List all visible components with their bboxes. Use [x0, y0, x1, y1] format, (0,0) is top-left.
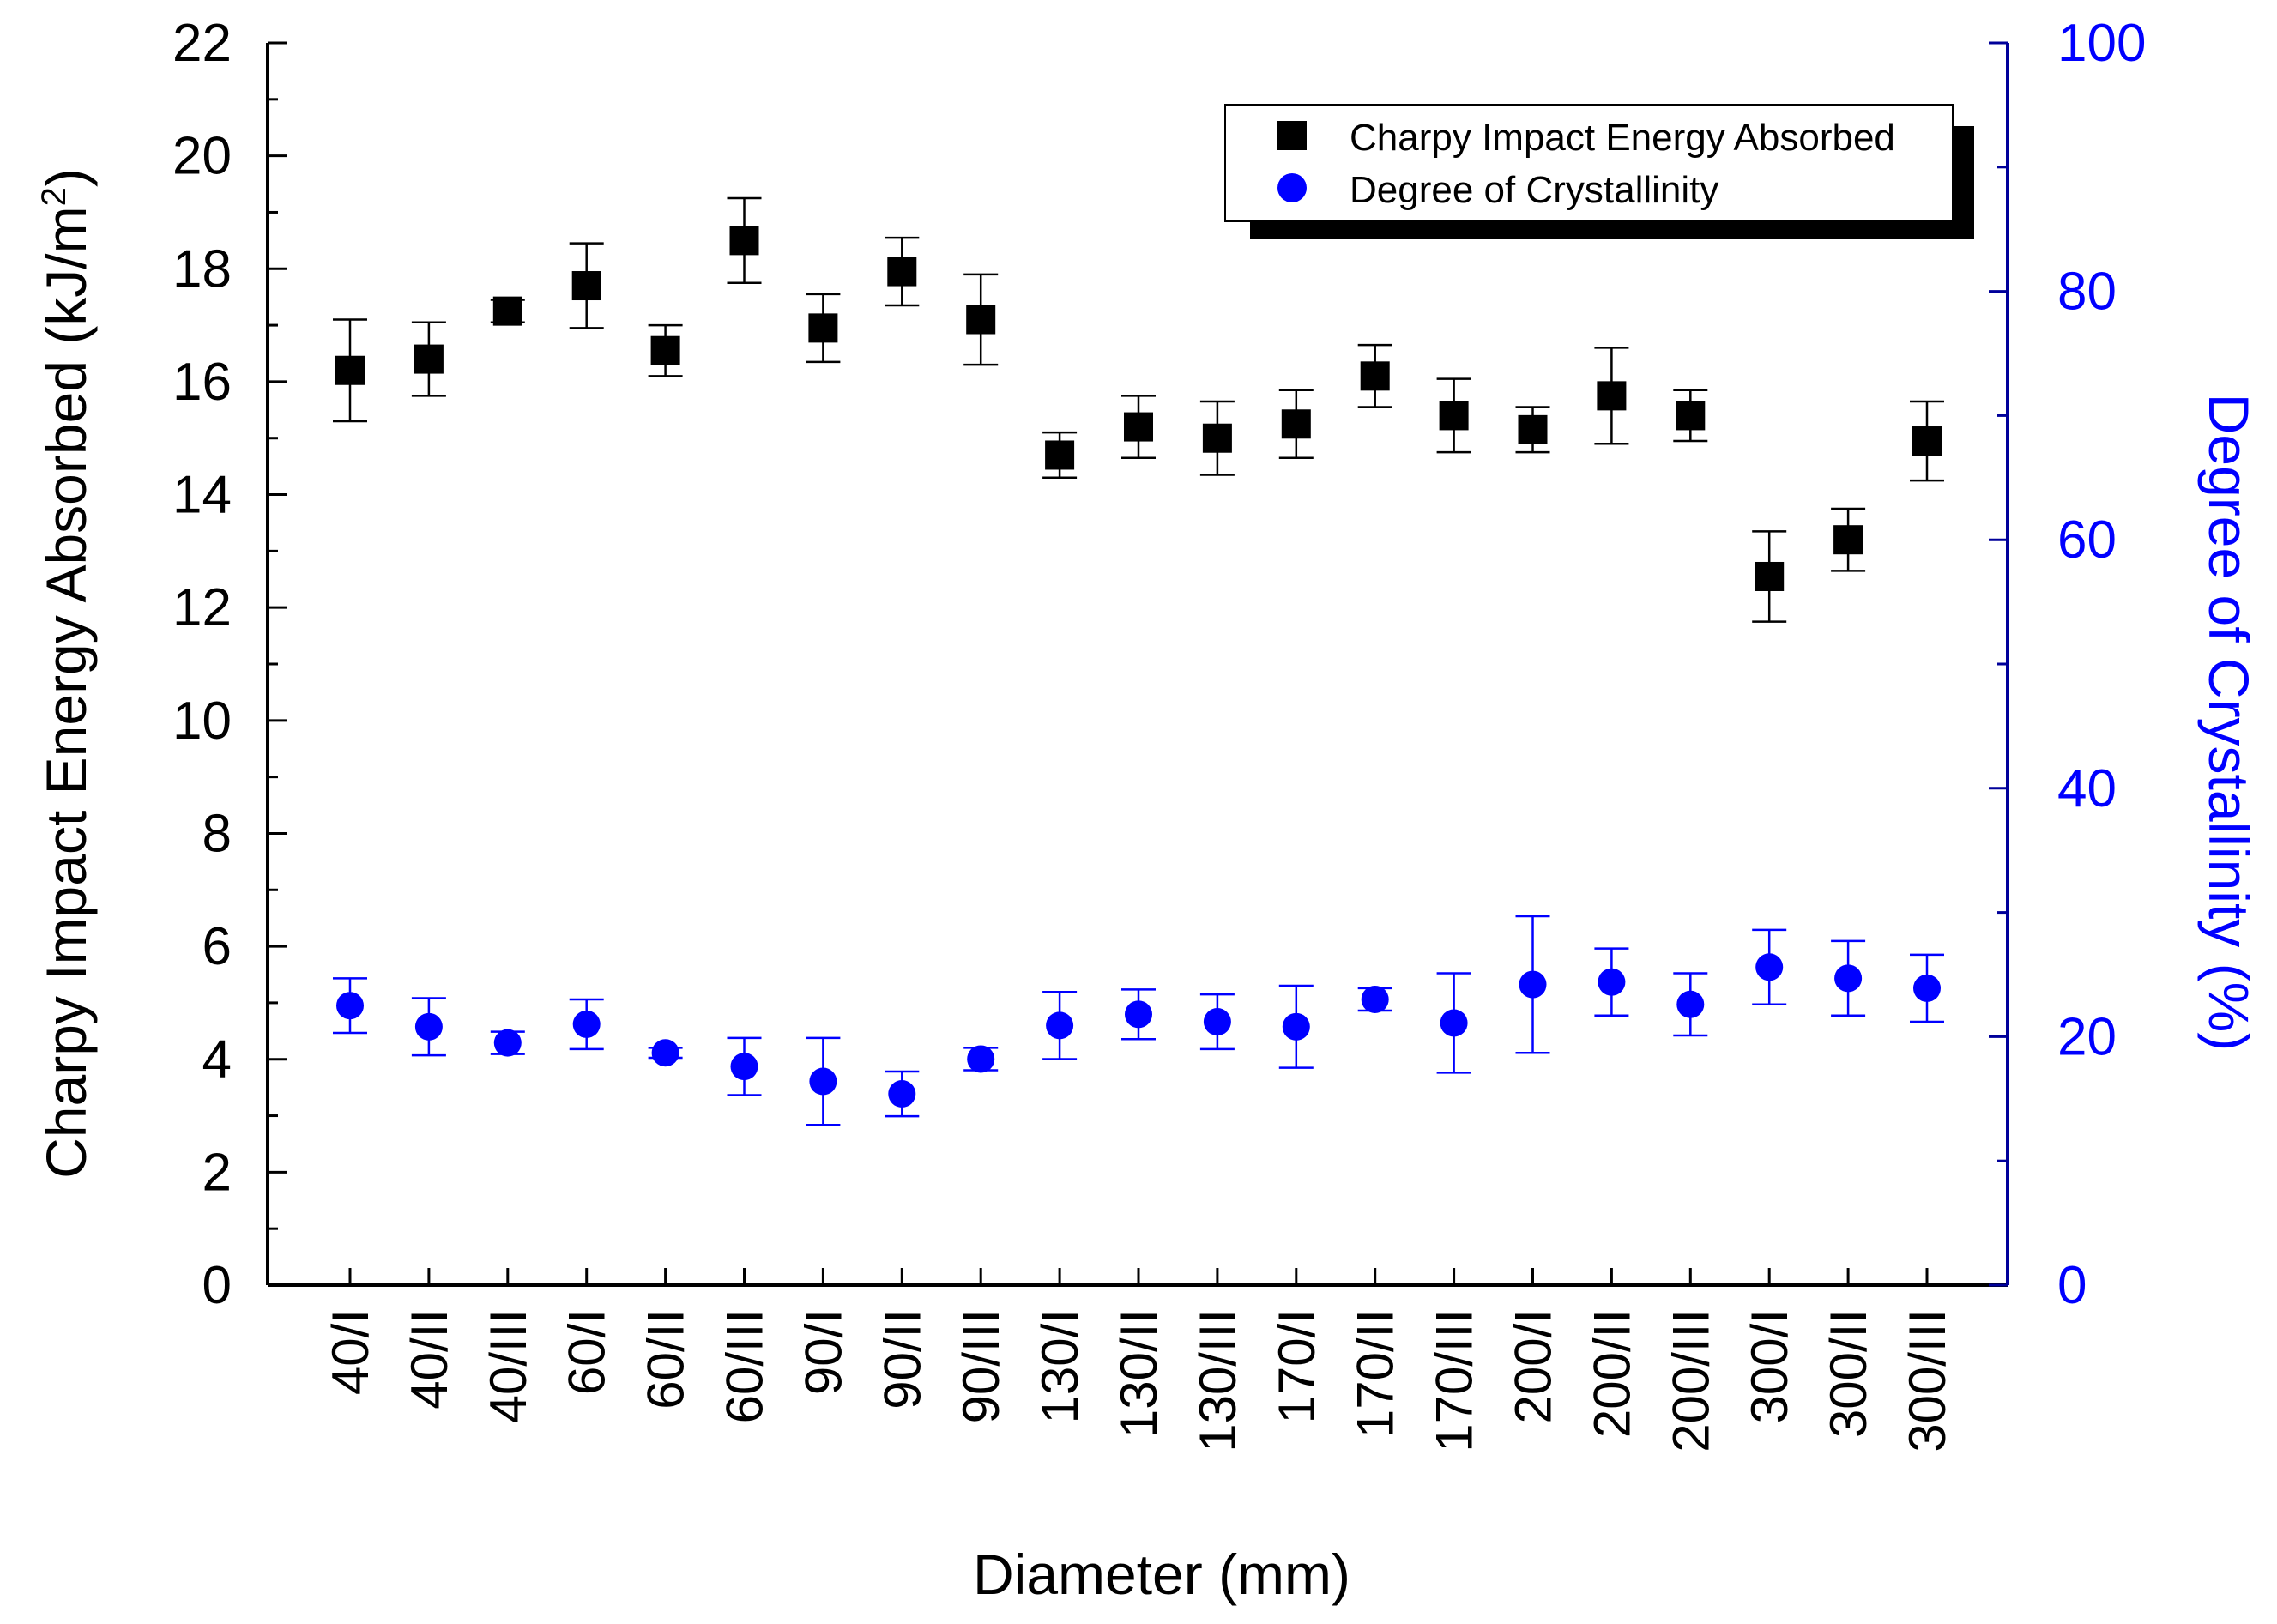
crystallinity-point [1440, 1009, 1468, 1037]
crystallinity-point [1834, 964, 1863, 993]
series-impact [333, 196, 1944, 623]
impact-point [492, 296, 522, 326]
legend-label-crystallinity: Degree of Crystallinity [1350, 169, 1718, 211]
impact-point [650, 335, 680, 365]
x-tick-label: 60/III [716, 1309, 774, 1423]
series-layer [333, 196, 1944, 1126]
x-tick-label: 130/III [1189, 1309, 1247, 1452]
crystallinity-point [1203, 1008, 1231, 1036]
x-tick-label: 170/II [1347, 1309, 1404, 1438]
series-crystallinity [333, 915, 1944, 1126]
x-tick-label: 200/II [1583, 1309, 1640, 1438]
impact-point [571, 271, 601, 301]
y-axis-left-title: Charpy Impact Energy Absorbed (kJ/m2) [34, 168, 98, 1179]
x-tick-label: 40/II [401, 1309, 458, 1410]
y-left-tick-label: 2 [202, 1143, 232, 1202]
crystallinity-point [572, 1010, 601, 1038]
x-tick-label: 130/I [1031, 1309, 1089, 1423]
x-tick-label: 200/III [1662, 1309, 1719, 1452]
crystallinity-point [1755, 953, 1784, 981]
y-right-tick-label: 40 [2057, 759, 2117, 818]
crystallinity-point [1046, 1011, 1074, 1040]
y-right-tick-label: 100 [2057, 14, 2146, 73]
x-tick-label: 90/I [794, 1309, 852, 1395]
impact-point [729, 226, 759, 256]
x-tick-label: 300/I [1741, 1309, 1798, 1423]
x-tick-label: 60/I [559, 1309, 616, 1395]
impact-point [1518, 414, 1548, 444]
impact-point [1439, 401, 1469, 431]
crystallinity-point [888, 1080, 916, 1108]
crystallinity-point [1913, 974, 1941, 1002]
x-axis-title: Diameter (mm) [973, 1542, 1350, 1606]
x-tick-label: 60/II [637, 1309, 695, 1410]
impact-point [1202, 423, 1232, 453]
impact-point [414, 344, 444, 374]
impact-point [1597, 381, 1627, 411]
x-tick-label: 200/I [1505, 1309, 1562, 1423]
crystallinity-point [809, 1067, 837, 1096]
legend-box [1224, 104, 1954, 222]
y-axis-left-title-main: Charpy Impact Energy Absorbed (kJ/m [34, 206, 98, 1178]
impact-point [887, 257, 917, 287]
y-left-tick-label: 20 [172, 127, 232, 186]
impact-point [966, 305, 996, 335]
x-tick-label: 300/III [1899, 1309, 1956, 1452]
impact-point [1360, 361, 1390, 391]
y-left-tick-label: 12 [172, 578, 232, 637]
crystallinity-point [1519, 970, 1547, 999]
x-tick-label: 130/II [1110, 1309, 1168, 1438]
crystallinity-point [1361, 985, 1389, 1013]
y-left-tick-label: 16 [172, 353, 232, 412]
impact-point [808, 313, 838, 343]
y-left-tick-label: 14 [172, 466, 232, 525]
y-axis-left-title-superscript: 2 [35, 187, 73, 206]
legend-label-impact: Charpy Impact Energy Absorbed [1350, 117, 1895, 159]
x-tick-label: 90/II [873, 1309, 931, 1410]
impact-point [1124, 412, 1153, 442]
impact-point [335, 355, 365, 385]
y-right-tick-label: 60 [2057, 510, 2117, 570]
x-tick-label: 170/III [1426, 1309, 1483, 1452]
y-left-tick-label: 22 [172, 14, 232, 73]
axes-layer: 0 2 4 6 8 10 12 14 16 18 20 22 0 20 40 60 80 100 40/I 40/II… [172, 14, 2146, 1452]
crystallinity-point [1282, 1012, 1310, 1041]
y-left-tick-label: 8 [202, 804, 232, 863]
legend-circle-marker [1277, 173, 1307, 202]
impact-point [1912, 426, 1942, 456]
impact-point [1833, 525, 1863, 555]
y-right-tick-label: 80 [2057, 263, 2117, 322]
impact-point [1045, 440, 1075, 470]
crystallinity-point [414, 1012, 443, 1041]
impact-point [1676, 401, 1706, 431]
y-right-tick-label: 0 [2057, 1256, 2087, 1315]
crystallinity-point [1125, 1000, 1152, 1029]
crystallinity-point [1598, 968, 1626, 996]
y-axis-left-title-close: ) [34, 168, 98, 187]
y-left-tick-label: 0 [202, 1256, 232, 1315]
x-tick-label: 300/II [1820, 1309, 1877, 1438]
impact-point [1281, 409, 1311, 439]
legend: Charpy Impact Energy Absorbed Degree of … [1224, 104, 1974, 239]
x-tick-label: 40/III [480, 1309, 537, 1423]
crystallinity-point [336, 992, 364, 1020]
impact-point [1755, 561, 1785, 591]
crystallinity-point [493, 1029, 522, 1057]
y-right-tick-label: 20 [2057, 1007, 2117, 1066]
crystallinity-point [967, 1045, 995, 1073]
y-left-tick-label: 4 [202, 1030, 232, 1090]
x-tick-label: 170/I [1268, 1309, 1326, 1423]
legend-square-marker [1277, 121, 1307, 150]
crystallinity-point [730, 1053, 758, 1081]
y-left-tick-label: 10 [172, 691, 232, 751]
x-tick-label: 40/I [322, 1309, 379, 1395]
crystallinity-point [1676, 990, 1705, 1018]
x-tick-label: 90/III [952, 1309, 1010, 1423]
y-left-tick-label: 6 [202, 917, 232, 976]
y-axis-right-title: Degree of Crystallinity (%) [2197, 394, 2261, 1052]
y-left-tick-label: 18 [172, 239, 232, 299]
crystallinity-point [651, 1039, 679, 1067]
